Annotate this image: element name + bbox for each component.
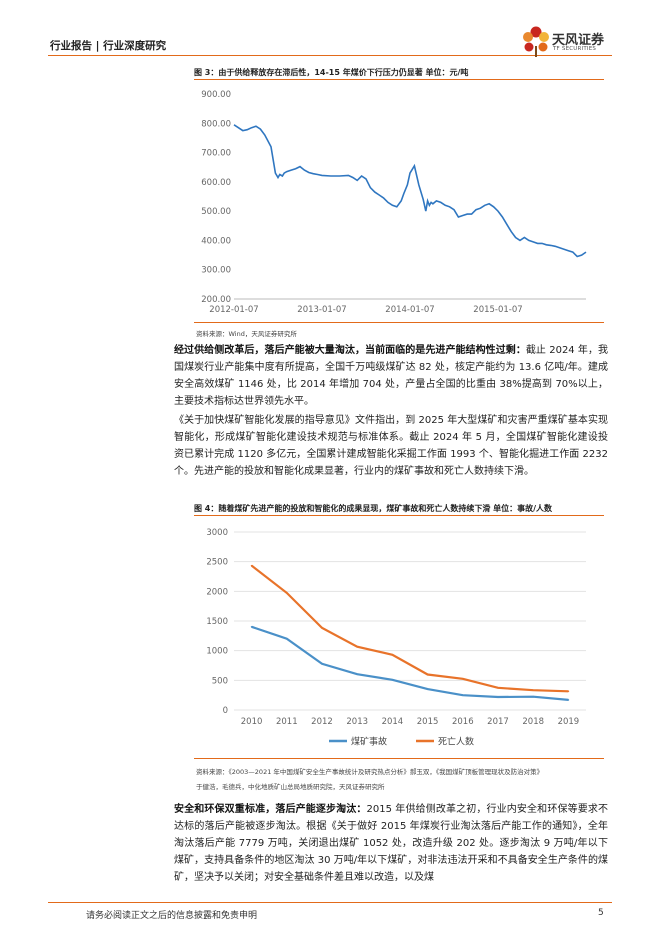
x-tick-label: 2014-01-07: [385, 305, 434, 315]
x-tick-label: 2015-01-07: [473, 305, 522, 315]
data-point: [321, 627, 323, 629]
paragraph-1: 经过供给侧改革后，落后产能被大量淘汰，当前面临的是先进产能结构性过剩：截止 20…: [174, 342, 608, 410]
logo-flower-icon: [523, 26, 549, 57]
data-point: [356, 645, 358, 648]
y-tick-label: 300.00: [201, 266, 231, 276]
data-point: [497, 686, 499, 689]
y-tick-label: 500.00: [201, 207, 231, 217]
paragraph-1-body: 截止 2024 年，我国煤炭行业产能集中度有所提高，全国千万吨级煤矿达 82 处…: [174, 345, 609, 407]
x-tick-label: 2015: [417, 717, 439, 727]
company-logo: 天风证券 TF SECURITIES: [520, 24, 620, 58]
data-point: [497, 696, 499, 698]
figure3-title: 图 3：由于供给释放存在滞后性，14-15 年煤价下行压力仍显著 单位：元/吨: [194, 68, 469, 77]
x-tick-label: 2014: [382, 717, 404, 727]
logo-name-cn: 天风证券: [552, 33, 605, 48]
figure3-price-chart: 900.00 800.00 700.00 600.00 500.00 400.00 300.…: [201, 90, 587, 315]
x-tick-label: 2019: [558, 717, 580, 727]
y-tick-label: 900.00: [201, 90, 231, 100]
legend-label: 死亡人数: [438, 736, 474, 748]
data-point: [356, 673, 358, 675]
paragraph-2: 《关于加快煤矿智能化发展的指导意见》文件指出，到 2025 年大型煤矿和灾害严重…: [174, 415, 608, 477]
y-tick-label: 500: [212, 676, 228, 686]
figure3-source: 资料来源：Wind，天风证券研究所: [196, 330, 297, 338]
report-header: 行业报告 | 行业深度研究: [50, 40, 167, 52]
data-point: [391, 678, 394, 681]
x-tick-label: 2011: [276, 717, 298, 727]
x-tick-label: 2013: [346, 717, 368, 727]
footer-divider: [48, 902, 612, 903]
y-tick-label: 600.00: [201, 178, 231, 188]
page-number: 5: [598, 908, 604, 918]
figure4-title: 图 4：随着煤矿先进产能的投放和智能化的成果显现，煤矿事故和死亡人数持续下滑 单…: [194, 504, 553, 513]
data-point: [286, 592, 288, 594]
data-point: [286, 637, 288, 640]
figure4-source-line2: 于健浩，毛德兵，中化地质矿山总局地质研究院，天风证券研究所: [196, 783, 385, 791]
data-point: [462, 694, 464, 697]
y-tick-label: 800.00: [201, 119, 231, 129]
logo-name-en: TF SECURITIES: [553, 46, 597, 52]
y-tick-label: 400.00: [201, 236, 231, 246]
y-tick-label: 2000: [206, 587, 228, 597]
x-tick-label: 2016: [452, 717, 474, 727]
y-tick-label: 0: [223, 706, 228, 716]
data-point: [391, 653, 394, 656]
x-tick-label: 2012-01-07: [209, 305, 258, 315]
figure3-bottom-rule: [194, 322, 604, 323]
paragraph-1-lead: 经过供给侧改革后，落后产能被大量淘汰，当前面临的是先进产能结构性过剩：: [174, 345, 526, 356]
y-tick-label: 3000: [206, 528, 228, 538]
y-tick-label: 2500: [206, 558, 228, 568]
data-point: [462, 677, 464, 680]
data-point: [426, 688, 429, 690]
data-point: [321, 662, 323, 665]
header-divider: [48, 55, 612, 56]
series-line-deaths: [250, 564, 569, 693]
y-tick-label: 1000: [206, 647, 228, 657]
paragraph-3: 安全和环保双重标准，落后产能逐步淘汰：2015 年供给侧改革之初，行业内安全和环…: [174, 801, 608, 886]
figure4-accident-chart: 3000 2500 2000 1500 1000 500 0 2010 2011 2012 2013…: [206, 528, 586, 748]
data-point: [426, 673, 429, 676]
figure3-top-rule: [194, 79, 604, 80]
y-tick-label: 700.00: [201, 149, 231, 159]
y-tick-label: 200.00: [201, 295, 231, 305]
x-tick-label: 2018: [522, 717, 544, 727]
series-line-accidents: [251, 625, 569, 701]
data-point: [532, 689, 534, 692]
paragraph-3-lead: 安全和环保双重标准，落后产能逐步淘汰：: [174, 804, 367, 815]
paragraph-3-body: 2015 年供给侧改革之初，行业内安全和环保等要求不达标的落后产能被逐步淘汰。根…: [174, 804, 608, 883]
data-point: [250, 625, 253, 628]
y-tick-label: 1500: [206, 617, 228, 627]
data-point: [567, 690, 570, 693]
x-tick-label: 2017: [487, 717, 509, 727]
data-point: [567, 699, 570, 701]
data-point: [250, 564, 253, 567]
figure4-source-line1: 资料来源：《2003—2021 年中国煤矿安全生产事故统计及研究热点分析》郝玉双…: [196, 768, 544, 776]
footer-disclaimer: 请务必阅读正文之后的信息披露和免责申明: [86, 911, 258, 921]
x-tick-label: 2012: [311, 717, 333, 727]
x-tick-label: 2013-01-07: [297, 305, 346, 315]
figure4-bottom-rule: [194, 758, 604, 759]
legend-label: 煤矿事故: [351, 736, 387, 748]
data-point: [532, 695, 534, 698]
figure4-top-rule: [194, 515, 604, 516]
series-line-coal-price: [233, 124, 587, 258]
x-tick-label: 2010: [241, 717, 263, 727]
